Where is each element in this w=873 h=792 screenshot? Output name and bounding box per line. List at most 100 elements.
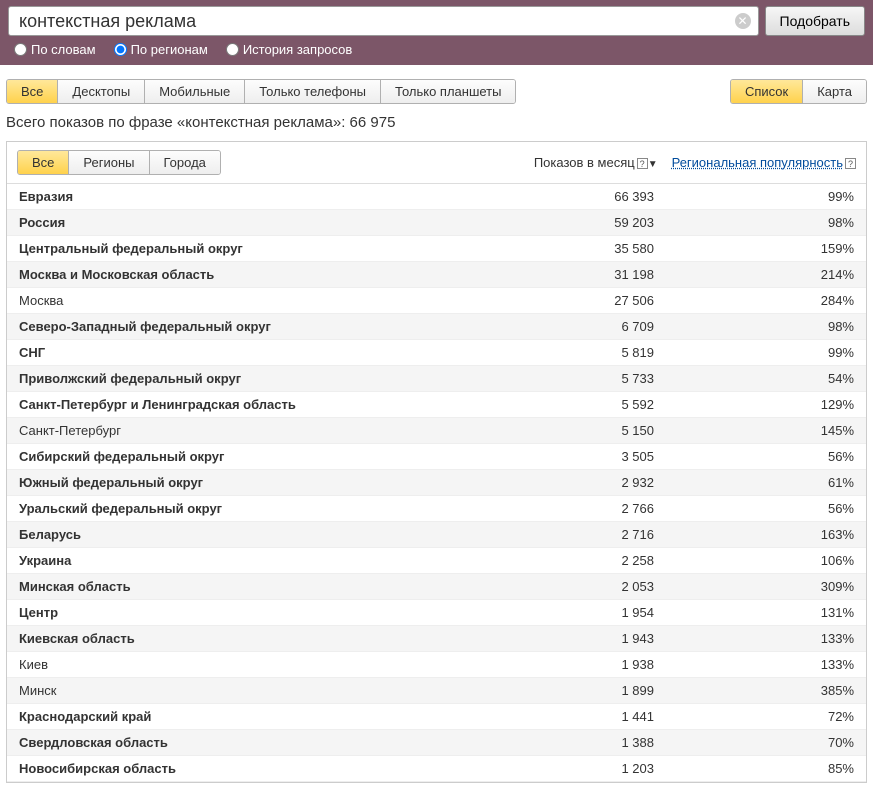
table-row: Приволжский федеральный округ5 73354%	[7, 366, 866, 392]
table-row: Краснодарский край1 44172%	[7, 704, 866, 730]
help-icon[interactable]: ?	[637, 158, 648, 169]
region-shows: 1 938	[534, 657, 654, 672]
region-shows: 2 053	[534, 579, 654, 594]
region-shows: 1 441	[534, 709, 654, 724]
region-popularity: 85%	[654, 761, 854, 776]
search-mode-label: По словам	[31, 42, 96, 57]
view-tab-0[interactable]: Список	[731, 80, 803, 103]
region-popularity: 61%	[654, 475, 854, 490]
table-row: Беларусь2 716163%	[7, 522, 866, 548]
search-button[interactable]: Подобрать	[765, 6, 866, 36]
region-name: Свердловская область	[19, 735, 534, 750]
table-row: СНГ5 81999%	[7, 340, 866, 366]
table-row: Россия59 20398%	[7, 210, 866, 236]
region-shows: 5 592	[534, 397, 654, 412]
device-tab-2[interactable]: Мобильные	[145, 80, 245, 103]
search-bar: ✕ Подобрать По словам По регионам История …	[0, 0, 873, 65]
region-name: Евразия	[19, 189, 534, 204]
table-row: Киев1 938133%	[7, 652, 866, 678]
region-name: Уральский федеральный округ	[19, 501, 534, 516]
sort-desc-icon: ▼	[648, 159, 658, 170]
search-input[interactable]	[8, 6, 759, 36]
region-shows: 5 733	[534, 371, 654, 386]
table-row: Минская область2 053309%	[7, 574, 866, 600]
device-tab-1[interactable]: Десктопы	[58, 80, 145, 103]
region-shows: 35 580	[534, 241, 654, 256]
region-popularity: 131%	[654, 605, 854, 620]
table-row: Сибирский федеральный округ3 50556%	[7, 444, 866, 470]
region-popularity: 163%	[654, 527, 854, 542]
region-shows: 2 932	[534, 475, 654, 490]
filter-row: ВсеДесктопыМобильныеТолько телефоныТольк…	[0, 65, 873, 114]
region-popularity: 98%	[654, 215, 854, 230]
search-mode-0[interactable]: По словам	[14, 42, 96, 57]
region-name: Беларусь	[19, 527, 534, 542]
region-name: Минская область	[19, 579, 534, 594]
table-row: Новосибирская область1 20385%	[7, 756, 866, 782]
search-mode-label: История запросов	[243, 42, 353, 57]
table-row: Москва27 506284%	[7, 288, 866, 314]
region-name: Санкт-Петербург	[19, 423, 534, 438]
region-shows: 5 819	[534, 345, 654, 360]
geo-tab-0[interactable]: Все	[18, 151, 69, 174]
region-shows: 2 766	[534, 501, 654, 516]
region-name: Минск	[19, 683, 534, 698]
data-panel: ВсеРегионыГорода Показов в месяц?▼ Регио…	[6, 141, 867, 783]
region-name: Украина	[19, 553, 534, 568]
clear-icon[interactable]: ✕	[735, 13, 751, 29]
region-popularity: 133%	[654, 657, 854, 672]
search-mode-1[interactable]: По регионам	[114, 42, 208, 57]
table-row: Санкт-Петербург и Ленинградская область5…	[7, 392, 866, 418]
col-header-shows[interactable]: Показов в месяц?▼	[534, 155, 658, 170]
view-tabs: СписокКарта	[730, 79, 867, 104]
region-name: Приволжский федеральный округ	[19, 371, 534, 386]
geo-tab-1[interactable]: Регионы	[69, 151, 149, 174]
geo-tab-2[interactable]: Города	[150, 151, 220, 174]
search-mode-2[interactable]: История запросов	[226, 42, 353, 57]
region-popularity: 284%	[654, 293, 854, 308]
search-mode-radio-0[interactable]	[14, 43, 27, 56]
device-tab-4[interactable]: Только планшеты	[381, 80, 515, 103]
region-popularity: 159%	[654, 241, 854, 256]
table-row: Санкт-Петербург5 150145%	[7, 418, 866, 444]
help-icon[interactable]: ?	[845, 158, 856, 169]
data-rows: Евразия66 39399%Россия59 20398%Центральн…	[7, 184, 866, 782]
region-name: Сибирский федеральный округ	[19, 449, 534, 464]
geo-tabs: ВсеРегионыГорода	[17, 150, 221, 175]
region-name: Южный федеральный округ	[19, 475, 534, 490]
region-shows: 1 388	[534, 735, 654, 750]
region-shows: 66 393	[534, 189, 654, 204]
region-name: Москва	[19, 293, 534, 308]
region-popularity: 56%	[654, 449, 854, 464]
device-tabs: ВсеДесктопыМобильныеТолько телефоныТольк…	[6, 79, 516, 104]
region-name: Краснодарский край	[19, 709, 534, 724]
region-shows: 1 954	[534, 605, 654, 620]
summary-text: Всего показов по фразе «контекстная рекл…	[0, 114, 873, 141]
region-shows: 27 506	[534, 293, 654, 308]
search-mode-radio-1[interactable]	[114, 43, 127, 56]
view-tab-1[interactable]: Карта	[803, 80, 866, 103]
region-shows: 1 203	[534, 761, 654, 776]
table-row: Евразия66 39399%	[7, 184, 866, 210]
region-shows: 3 505	[534, 449, 654, 464]
region-popularity: 385%	[654, 683, 854, 698]
region-popularity: 129%	[654, 397, 854, 412]
region-shows: 2 716	[534, 527, 654, 542]
region-popularity: 99%	[654, 189, 854, 204]
region-popularity: 106%	[654, 553, 854, 568]
region-shows: 59 203	[534, 215, 654, 230]
device-tab-3[interactable]: Только телефоны	[245, 80, 381, 103]
table-row: Москва и Московская область31 198214%	[7, 262, 866, 288]
search-input-wrap: ✕	[8, 6, 759, 36]
col-header-popularity[interactable]: Региональная популярность?	[672, 155, 856, 170]
table-row: Южный федеральный округ2 93261%	[7, 470, 866, 496]
device-tab-0[interactable]: Все	[7, 80, 58, 103]
region-popularity: 133%	[654, 631, 854, 646]
search-mode-radios: По словам По регионам История запросов	[8, 42, 865, 57]
search-mode-radio-2[interactable]	[226, 43, 239, 56]
region-shows: 31 198	[534, 267, 654, 282]
search-mode-label: По регионам	[131, 42, 208, 57]
region-popularity: 56%	[654, 501, 854, 516]
table-row: Центр1 954131%	[7, 600, 866, 626]
region-popularity: 70%	[654, 735, 854, 750]
